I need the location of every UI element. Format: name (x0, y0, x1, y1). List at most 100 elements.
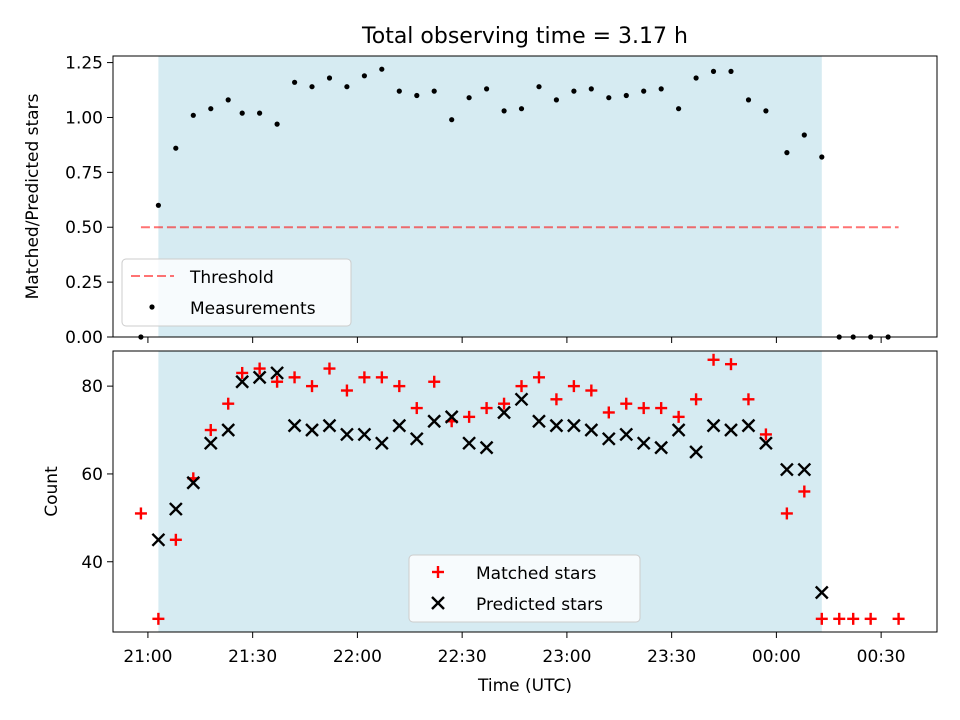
bottom-legend-box (408, 554, 641, 623)
measurement-point (379, 66, 385, 72)
measurement-point (257, 110, 263, 116)
matched-star-point (780, 507, 793, 520)
legend-matched-swatch (432, 566, 444, 578)
predicted-star-point (567, 418, 581, 433)
top-y-tick-label: 1.25 (65, 54, 103, 74)
predicted-star-point (462, 436, 476, 451)
x-tick-label: 23:30 (647, 647, 696, 667)
predicted-star-point (168, 502, 183, 516)
matched-star-point (864, 612, 877, 625)
predicted-star-point (151, 532, 166, 547)
predicted-star-point (654, 440, 669, 455)
legend-threshold-label: Threshold (189, 268, 274, 288)
matched-star-point (271, 375, 284, 388)
matched-star-point (236, 366, 249, 379)
bottom-y-tick-label: 40 (81, 553, 103, 573)
x-tick-label: 00:00 (752, 647, 801, 667)
legend-predicted-label: Predicted stars (476, 595, 603, 615)
predicted-star-point (724, 423, 738, 437)
measurement-point (396, 88, 402, 94)
matched-star-point (602, 406, 615, 419)
matched-star-point (152, 612, 165, 625)
top-y-tick-label: 1.00 (65, 108, 103, 128)
matched-star-point (410, 402, 423, 415)
predicted-star-point (479, 440, 494, 455)
matched-star-points (134, 353, 905, 625)
predicted-star-point (357, 427, 372, 442)
matched-star-point (798, 485, 811, 498)
measurement-point (658, 86, 664, 92)
matched-star-point (759, 428, 772, 441)
measurement-point (553, 97, 560, 103)
measurement-point (225, 97, 231, 103)
predicted-star-point (741, 418, 756, 433)
measurement-point (309, 84, 315, 90)
measurement-point (518, 106, 525, 112)
legend-measurement-label: Measurements (190, 299, 316, 319)
matched-star-point (550, 393, 563, 406)
bottom-panel: 40 60 80 21:00 21:30 22:00 22:30 23:00 23:30 00:… (42, 350, 938, 696)
top-y-tick-label: 0.00 (65, 328, 103, 348)
predicted-star-point (427, 414, 442, 429)
top-y-tick-label: 0.50 (65, 218, 103, 238)
legend-measurement-swatch (149, 304, 155, 310)
matched-star-point (742, 393, 755, 406)
measurement-point (449, 117, 455, 123)
predicted-star-point (549, 418, 564, 433)
top-y-ticks: 0.00 0.25 0.50 0.75 1.00 1.25 (65, 54, 113, 348)
predicted-star-point (514, 392, 529, 407)
measurement-point (190, 112, 196, 118)
predicted-star-point (814, 585, 829, 600)
predicted-star-point (601, 431, 616, 446)
predicted-star-point (252, 370, 267, 385)
measurement-point (801, 132, 807, 138)
measurement-point (623, 92, 629, 99)
matched-star-point (637, 402, 650, 415)
matched-star-point (532, 371, 545, 384)
top-axes-frame (112, 55, 938, 338)
predicted-star-point (797, 462, 812, 477)
predicted-star-point (759, 436, 773, 451)
matched-star-point (655, 402, 668, 415)
measurement-point (431, 88, 437, 94)
bottom-y-ticks: 40 60 80 (81, 377, 113, 573)
top-y-axis-label: Matched/Predicted stars (23, 93, 43, 299)
measurement-point (344, 84, 350, 90)
measurement-points (138, 66, 891, 340)
measurement-point (501, 108, 507, 114)
matched-star-point (707, 353, 720, 366)
x-tick-label: 21:30 (228, 647, 277, 667)
measurement-point (361, 73, 367, 79)
measurement-point (326, 75, 333, 81)
measurement-point (676, 106, 682, 112)
measurement-point (239, 110, 245, 116)
predicted-star-point (221, 423, 236, 437)
bottom-y-axis-label: Count (42, 466, 62, 517)
measurement-point (819, 154, 825, 160)
measurement-point (588, 86, 594, 92)
predicted-star-point (444, 410, 459, 424)
predicted-star-point (619, 427, 634, 442)
predicted-star-point (636, 436, 651, 451)
matched-star-point (892, 612, 905, 625)
x-tick-label: 22:30 (438, 647, 487, 667)
measurement-point (763, 108, 769, 114)
predicted-star-point (374, 436, 389, 451)
predicted-star-point (287, 418, 302, 433)
measurement-point (641, 88, 647, 94)
bottom-y-tick-label: 60 (81, 465, 103, 485)
matched-star-point (725, 358, 737, 371)
legend-matched-label: Matched stars (476, 564, 596, 584)
measurement-point (274, 121, 280, 127)
predicted-star-point (497, 405, 511, 420)
matched-star-point (847, 612, 860, 625)
predicted-star-point (305, 423, 319, 437)
matched-star-point (428, 375, 441, 388)
measurement-point (571, 88, 577, 94)
x-tick-label: 22:00 (333, 647, 382, 667)
matched-star-point (498, 397, 511, 410)
predicted-star-point (671, 423, 686, 437)
measurement-point (208, 106, 214, 112)
predicted-star-points (151, 366, 829, 600)
